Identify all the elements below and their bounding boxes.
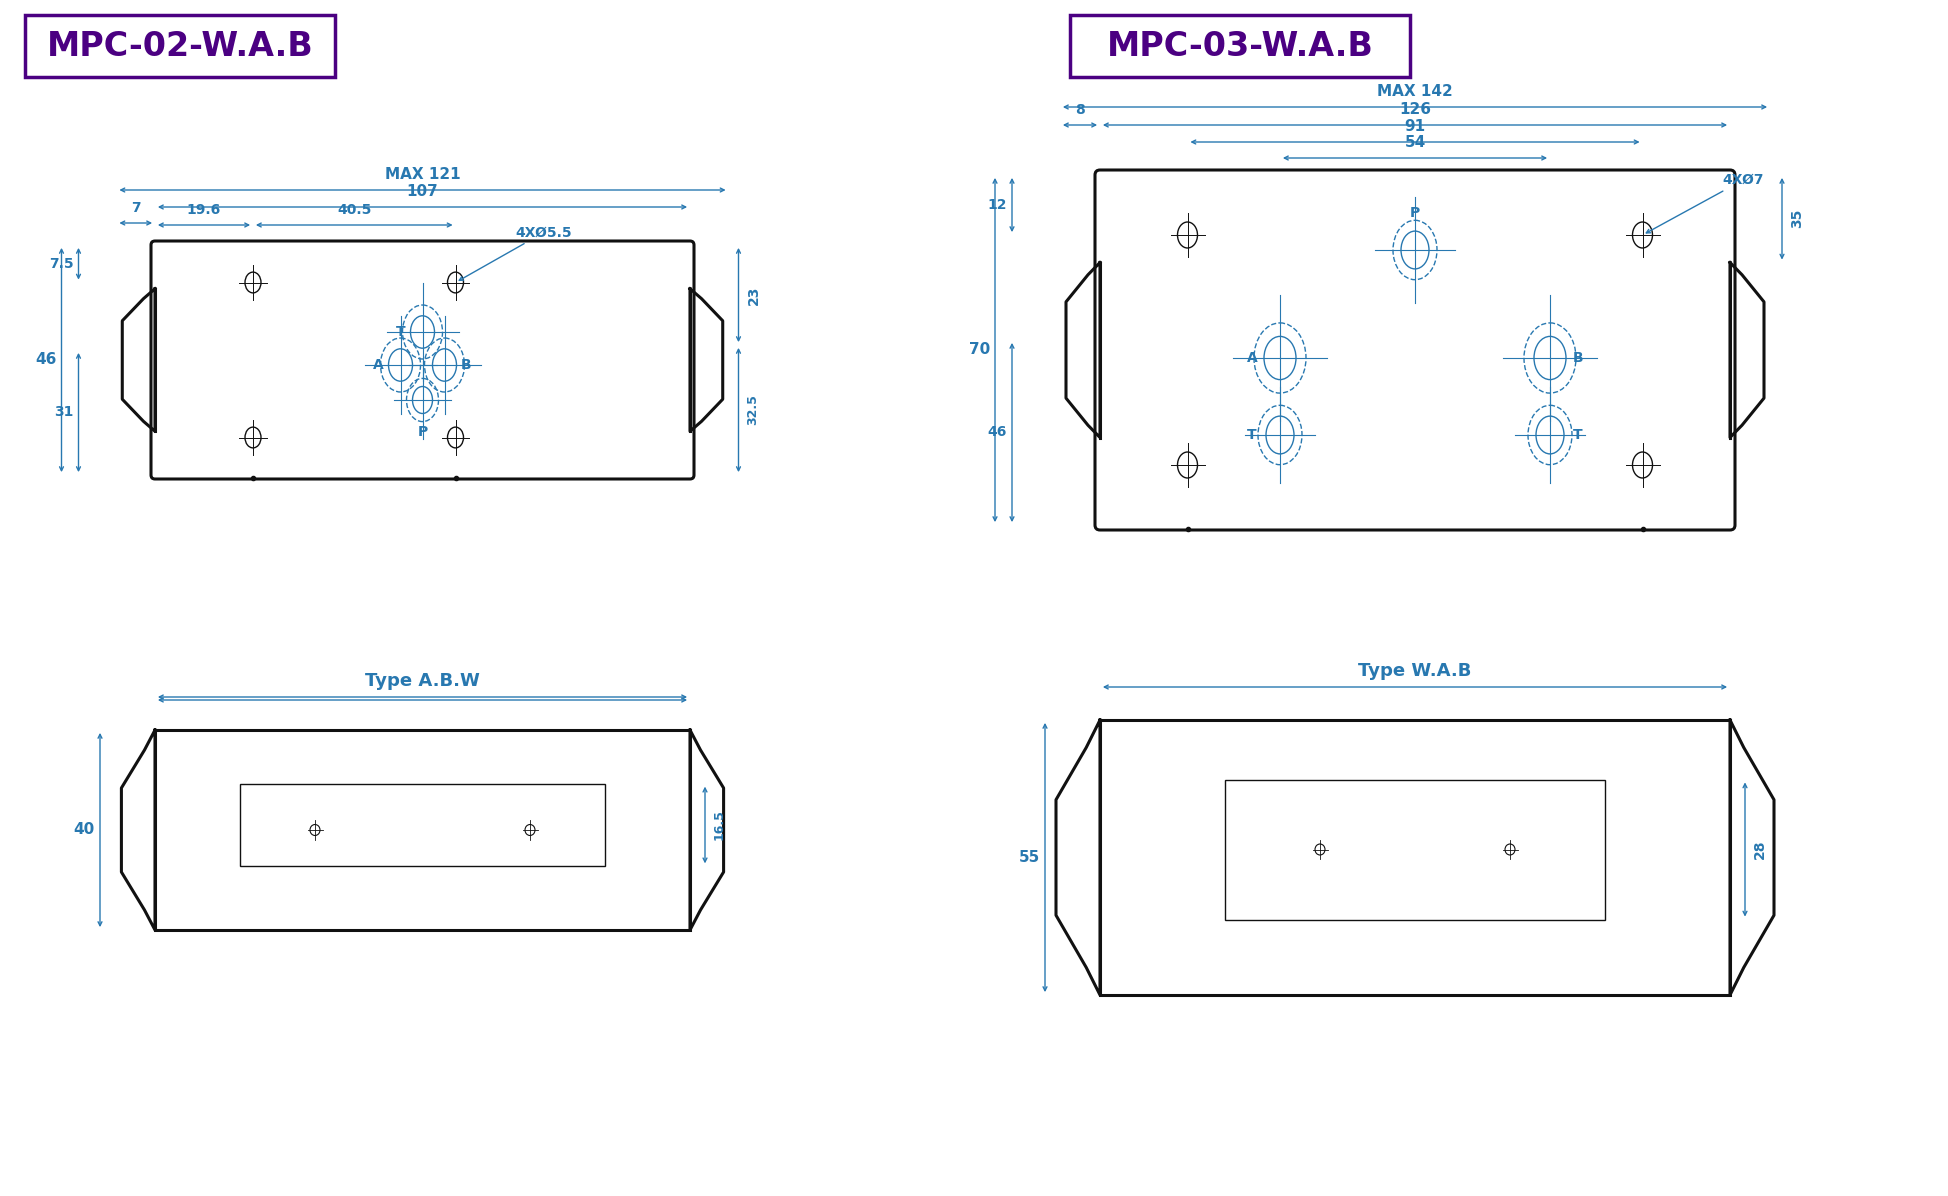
Text: Type W.A.B: Type W.A.B: [1358, 663, 1471, 681]
Text: 40.5: 40.5: [337, 203, 372, 216]
Bar: [1101, 720, 1730, 995]
Text: 55: 55: [1019, 850, 1040, 865]
Text: B: B: [1572, 350, 1584, 365]
Text: MAX 121: MAX 121: [384, 167, 460, 182]
Text: 70: 70: [968, 342, 990, 358]
Text: B: B: [462, 358, 471, 372]
Text: 7.5: 7.5: [49, 257, 74, 270]
Text: A: A: [1247, 350, 1256, 365]
Text: 32.5: 32.5: [746, 395, 760, 426]
Text: 35: 35: [1790, 209, 1804, 228]
Text: 107: 107: [407, 184, 438, 199]
Text: 54: 54: [1405, 135, 1426, 150]
Text: 7: 7: [131, 201, 140, 215]
Text: 4XØ5.5: 4XØ5.5: [460, 226, 573, 280]
Text: 31: 31: [55, 405, 74, 420]
Bar: [240, 783, 606, 866]
Text: 126: 126: [1399, 102, 1432, 117]
Text: T: T: [1247, 428, 1256, 443]
Text: MAX 142: MAX 142: [1377, 84, 1453, 99]
Bar: [156, 730, 690, 930]
Text: 40: 40: [74, 823, 95, 837]
Text: 46: 46: [988, 426, 1007, 439]
Text: 23: 23: [746, 286, 760, 305]
Text: T: T: [395, 325, 405, 338]
Text: MPC-02-W.A.B: MPC-02-W.A.B: [47, 30, 314, 62]
Text: 46: 46: [35, 353, 56, 367]
Text: P: P: [417, 425, 429, 439]
Text: P: P: [1410, 206, 1420, 220]
Text: Type A.B.W: Type A.B.W: [364, 672, 479, 690]
Bar: [1225, 780, 1605, 920]
Text: 8: 8: [1075, 103, 1085, 117]
Text: T: T: [1574, 428, 1584, 443]
Text: 28: 28: [1753, 840, 1767, 859]
Text: 19.6: 19.6: [187, 203, 222, 216]
Text: A: A: [374, 358, 384, 372]
Text: 16.5: 16.5: [713, 810, 727, 841]
Text: MPC-03-W.A.B: MPC-03-W.A.B: [1106, 30, 1373, 62]
Text: 4XØ7: 4XØ7: [1646, 173, 1765, 233]
Text: 12: 12: [988, 199, 1007, 212]
Text: 91: 91: [1405, 118, 1426, 134]
